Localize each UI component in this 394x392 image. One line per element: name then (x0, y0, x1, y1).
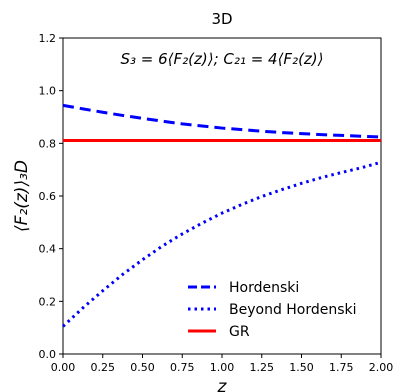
chart-title: 3D (211, 10, 232, 28)
x-tick-label: 0.00 (51, 361, 76, 374)
ticks-layer: 0.00 0.25 0.50 0.75 1.00 1.25 1.50 1.75 2.00 0.0 0… (39, 32, 394, 374)
y-tick-label: 0.6 (39, 190, 57, 203)
x-axis-label: z (217, 377, 228, 392)
x-tick-label: 0.75 (170, 361, 195, 374)
x-tick-label: 1.50 (289, 361, 314, 374)
chart-annotation: S₃ = 6⟨F₂(z)⟩; C₂₁ = 4⟨F₂(z)⟩ (121, 50, 324, 68)
legend: Hordenski Beyond Hordenski GR (188, 280, 357, 340)
x-tick-label: 0.50 (130, 361, 155, 374)
y-tick-label: 1.0 (39, 85, 57, 98)
y-tick-label: 0.8 (39, 137, 57, 150)
y-tick-label: 0.2 (39, 295, 57, 308)
series-layer (61, 103, 382, 328)
y-tick-label: 0.4 (39, 243, 57, 256)
x-tick-label: 1.00 (210, 361, 235, 374)
legend-label: Beyond Hordenski (229, 302, 357, 318)
y-tick-label: 0.0 (39, 348, 57, 361)
legend-label: Hordenski (229, 280, 299, 296)
series-line-beyond-hordenski (61, 160, 382, 328)
x-tick-label: 1.75 (329, 361, 354, 374)
x-tick-label: 2.00 (369, 361, 394, 374)
x-tick-label: 1.25 (250, 361, 275, 374)
legend-label: GR (229, 324, 250, 340)
x-tick-label: 0.25 (91, 361, 116, 374)
series-line-hordenski (62, 103, 382, 139)
y-axis-label: ⟨F₂(z)⟩₃D (12, 160, 32, 232)
y-tick-label: 1.2 (39, 32, 57, 45)
